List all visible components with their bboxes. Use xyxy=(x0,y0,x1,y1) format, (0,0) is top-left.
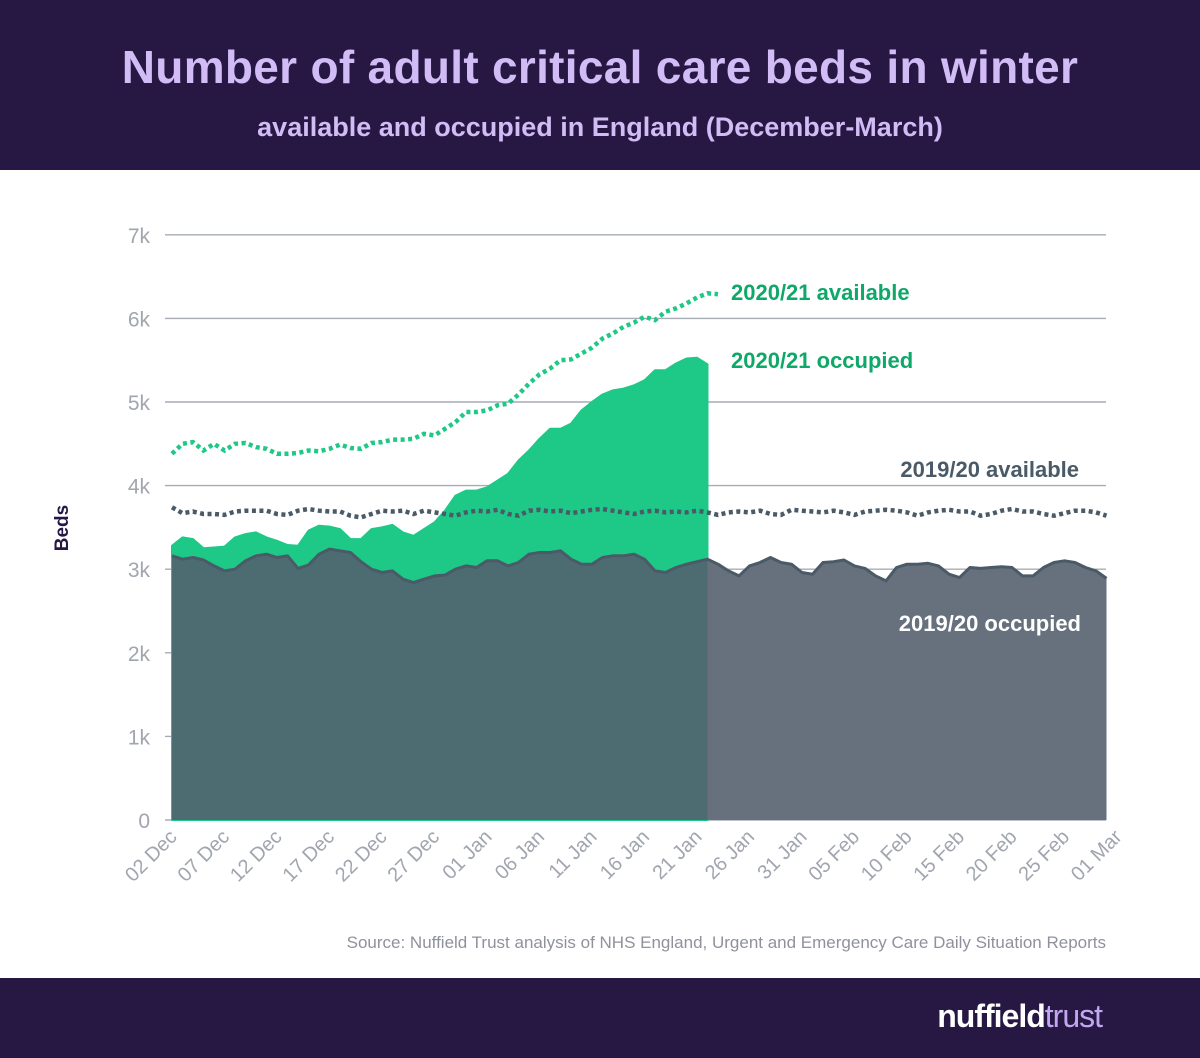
x-tick-label: 16 Jan xyxy=(596,826,654,884)
logo-part-2: trust xyxy=(1044,998,1103,1034)
page-title: Number of adult critical care beds in wi… xyxy=(121,41,1079,93)
y-tick-label: 6k xyxy=(128,308,151,331)
label-2020-21-occupied: 2020/21 occupied xyxy=(731,348,913,373)
x-tick-label: 17 Dec xyxy=(279,826,339,886)
y-tick-label: 5k xyxy=(128,392,151,415)
line-2020-21-available xyxy=(170,291,719,457)
x-tick-label: 12 Dec xyxy=(226,826,286,886)
line-2019-20-occupied xyxy=(171,547,1108,585)
y-tick-label: 3k xyxy=(128,559,151,582)
logo-part-1: nuffield xyxy=(937,998,1046,1034)
x-tick-label: 20 Feb xyxy=(962,826,1022,886)
x-tick-label: 31 Jan xyxy=(754,826,812,884)
chart: 0 1k 2k 3k 4k 5k 6k 7k 2020/21 available 2020/21 … xyxy=(52,225,1127,887)
nuffield-trust-logo: nuffieldtrust xyxy=(937,998,1103,1035)
x-tick-label: 21 Jan xyxy=(649,826,707,884)
x-tick-label: 11 Jan xyxy=(545,826,602,883)
source-note: Source: Nuffield Trust analysis of NHS E… xyxy=(346,933,1106,952)
y-tick-label: 2k xyxy=(128,643,151,666)
x-tick-label: 25 Feb xyxy=(1014,826,1074,886)
x-tick-label: 06 Jan xyxy=(491,826,549,884)
y-tick-label: 1k xyxy=(128,726,151,749)
label-2019-20-available: 2019/20 available xyxy=(900,457,1079,482)
x-tick-label: 22 Dec xyxy=(331,826,391,886)
label-2020-21-available: 2020/21 available xyxy=(731,280,910,305)
x-tick-label: 01 Mar xyxy=(1067,826,1127,886)
y-tick-label: 0 xyxy=(138,810,150,833)
label-2019-20-occupied: 2019/20 occupied xyxy=(899,611,1081,636)
footer: nuffieldtrust xyxy=(0,978,1200,1058)
x-tick-label: 07 Dec xyxy=(174,826,234,886)
line-2019-20-available xyxy=(170,505,1108,520)
page-subtitle: available and occupied in England (Decem… xyxy=(257,112,943,142)
x-tick-label: 05 Feb xyxy=(804,826,864,886)
y-tick-label: 4k xyxy=(128,476,151,499)
header: Number of adult critical care beds in wi… xyxy=(0,0,1200,170)
x-tick-label: 15 Feb xyxy=(909,826,969,886)
x-tick-label: 02 Dec xyxy=(121,826,181,886)
x-tick-label: 27 Dec xyxy=(384,826,444,886)
x-tick-label: 01 Jan xyxy=(439,826,497,884)
area-overlap xyxy=(172,549,708,820)
x-tick-label: 10 Feb xyxy=(857,826,917,886)
x-tick-label: 26 Jan xyxy=(701,826,759,884)
y-tick-label: 7k xyxy=(128,225,151,248)
y-axis-title: Beds xyxy=(52,505,73,551)
